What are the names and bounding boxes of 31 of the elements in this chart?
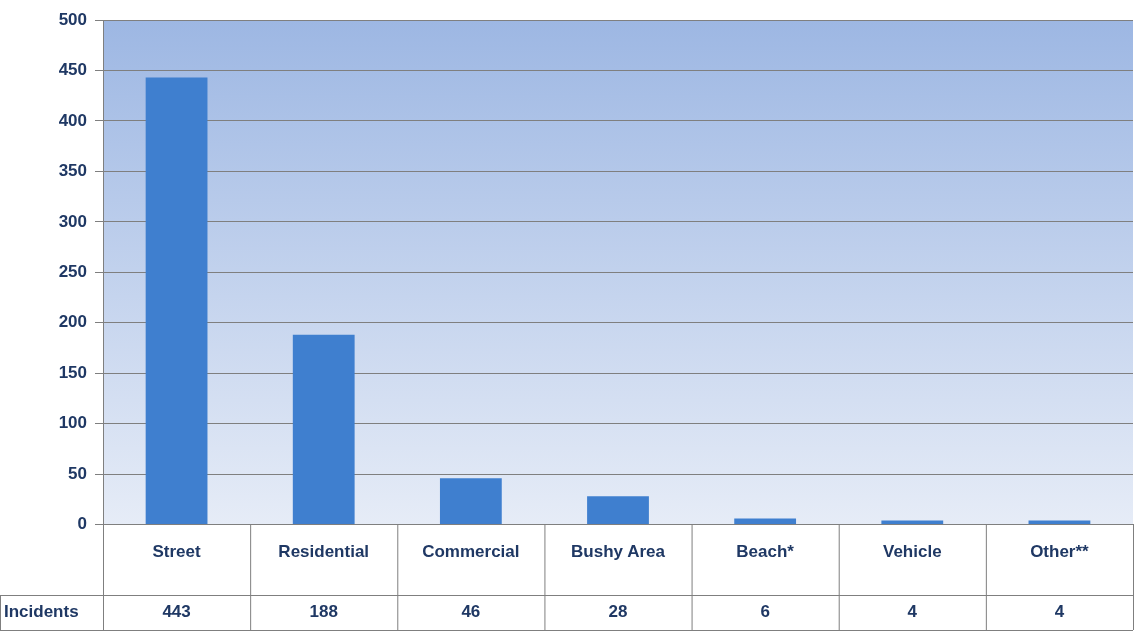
bar [734,518,797,525]
x-tick-label: Street [152,542,201,562]
data-label: 4 [1054,602,1065,622]
data-label: 28 [608,602,628,622]
y-tick-label: 50 [68,463,87,483]
y-tick-label: 200 [58,312,87,332]
bar [145,77,208,525]
data-label: 443 [162,602,191,622]
bar [587,496,649,525]
x-tick-label: Bushy Area [571,542,666,562]
y-tick-label: 350 [58,161,87,181]
y-tick-label: 450 [58,60,87,80]
x-tick-label: Commercial [422,542,520,562]
bar [439,478,502,525]
y-tick-label: 500 [58,9,87,29]
x-tick-label: Residential [278,542,370,562]
y-tick-label: 0 [77,514,87,534]
x-tick-label: Vehicle [882,542,942,562]
y-tick-label: 300 [58,211,87,231]
data-label: 6 [760,602,770,622]
x-tick-label: Other** [1030,542,1090,562]
bar [292,334,355,525]
text: Incidents [4,602,79,622]
data-label: 46 [461,602,481,622]
y-tick-label: 150 [58,362,87,382]
data-label: 188 [309,602,338,622]
data-label: 4 [907,602,918,622]
x-tick-label: Beach* [736,542,795,562]
y-tick-label: 100 [58,413,87,433]
y-tick-label: 400 [58,110,87,130]
y-tick-label: 250 [58,261,87,281]
